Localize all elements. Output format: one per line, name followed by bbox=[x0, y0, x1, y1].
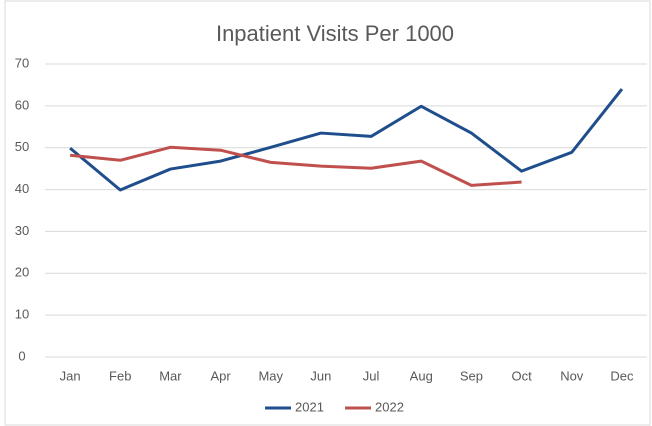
x-tick-label: Mar bbox=[159, 368, 182, 383]
y-tick-label: 60 bbox=[15, 97, 29, 112]
y-tick-label: 50 bbox=[15, 139, 29, 154]
chart-title: Inpatient Visits Per 1000 bbox=[216, 21, 454, 46]
x-tick-label: Jul bbox=[363, 368, 380, 383]
y-tick-label: 10 bbox=[15, 307, 29, 322]
y-tick-label: 0 bbox=[18, 348, 25, 363]
x-tick-label: Oct bbox=[511, 368, 532, 383]
chart-border bbox=[4, 0, 651, 426]
x-tick-label: May bbox=[258, 368, 283, 383]
series-line bbox=[69, 145, 522, 187]
legend-label: 2022 bbox=[375, 399, 404, 414]
x-tick-label: Nov bbox=[560, 368, 584, 383]
legend-label: 2021 bbox=[295, 399, 324, 414]
y-tick-label: 70 bbox=[15, 55, 29, 70]
x-tick-label: Feb bbox=[109, 368, 131, 383]
y-tick-label: 20 bbox=[15, 265, 29, 280]
x-tick-label: Sep bbox=[460, 368, 483, 383]
x-tick-label: Aug bbox=[410, 368, 433, 383]
y-tick-label: 40 bbox=[15, 181, 29, 196]
x-tick-label: Apr bbox=[210, 368, 231, 383]
series-line bbox=[69, 88, 624, 192]
y-tick-label: 30 bbox=[15, 223, 29, 238]
x-tick-label: Jun bbox=[310, 368, 331, 383]
x-tick-label: Dec bbox=[610, 368, 634, 383]
x-tick-label: Jan bbox=[60, 368, 81, 383]
